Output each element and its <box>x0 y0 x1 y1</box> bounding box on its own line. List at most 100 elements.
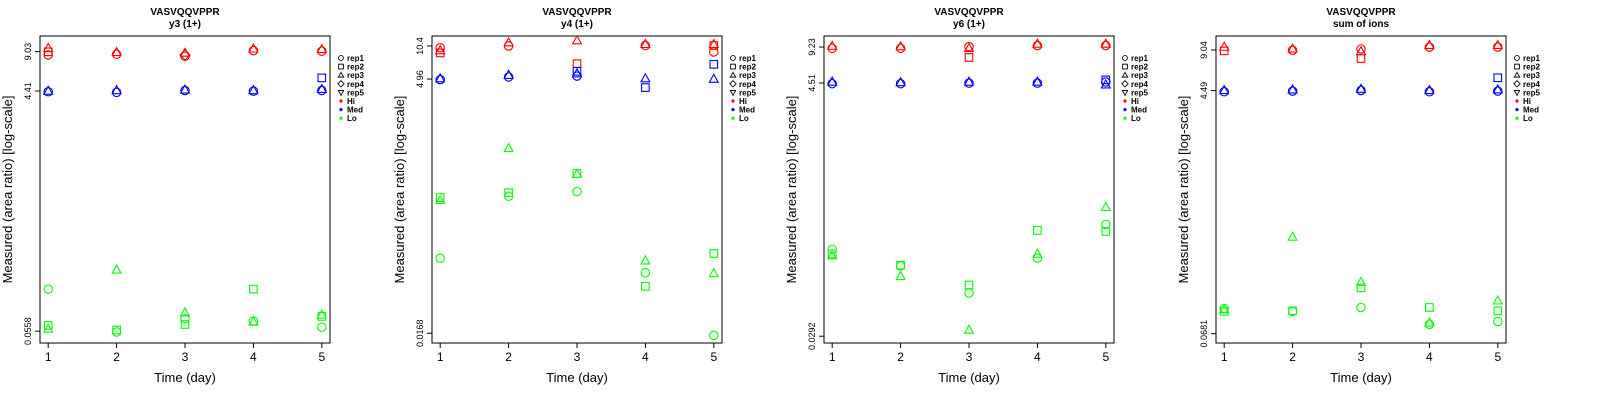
data-point <box>111 87 122 98</box>
data-point <box>1424 42 1435 52</box>
data-point <box>1287 306 1298 317</box>
x-tick-label: 1 <box>437 350 444 364</box>
data-point <box>1101 227 1111 236</box>
data-point <box>317 73 327 83</box>
legend-swatch <box>729 90 737 97</box>
legend-label: Lo <box>1131 114 1141 123</box>
data-point <box>640 38 651 48</box>
data-point <box>708 267 720 278</box>
legend-swatch <box>1123 116 1127 120</box>
data-point <box>248 315 259 326</box>
y-tick-label: 4.51 <box>807 74 817 92</box>
data-point <box>43 50 53 60</box>
legend-swatch <box>337 80 345 88</box>
legend-swatch <box>339 99 343 103</box>
data-point <box>1356 54 1366 63</box>
data-point <box>964 53 974 62</box>
y-tick-label: 0.0558 <box>23 317 33 345</box>
data-point <box>434 72 446 83</box>
data-point <box>1424 87 1435 97</box>
legend-swatch <box>1121 80 1129 88</box>
x-tick-label: 5 <box>1102 350 1109 364</box>
legend-label: rep5 <box>1131 88 1148 97</box>
data-point <box>571 34 583 45</box>
data-point <box>316 308 328 319</box>
data-point <box>248 86 259 96</box>
data-point <box>708 73 720 83</box>
legend-swatch <box>729 71 737 78</box>
chart-title: VASVQQVPPR <box>1326 7 1396 18</box>
x-tick-label: 4 <box>250 350 257 364</box>
data-point <box>1032 76 1043 86</box>
data-point <box>895 78 906 89</box>
data-point <box>1492 294 1504 305</box>
chart-title: VASVQQVPPR <box>542 7 612 18</box>
data-point <box>1493 316 1503 327</box>
data-point <box>503 142 514 153</box>
data-point <box>1100 201 1112 211</box>
legend-label: Med <box>739 106 755 115</box>
data-point <box>641 281 650 291</box>
data-point <box>111 327 122 337</box>
data-point <box>503 41 514 51</box>
data-point <box>111 84 122 95</box>
legend-swatch <box>1122 55 1128 61</box>
data-point <box>827 244 837 254</box>
data-point <box>709 59 719 69</box>
data-point <box>827 78 837 89</box>
legend-label: rep4 <box>739 80 756 89</box>
data-point <box>111 263 122 274</box>
y-tick-label: 10.4 <box>415 37 425 55</box>
legend-label: rep2 <box>1131 63 1148 72</box>
legend-swatch <box>731 99 735 103</box>
x-tick-label: 2 <box>113 350 120 364</box>
data-point <box>179 83 191 94</box>
legend-swatch <box>730 63 736 70</box>
data-point <box>317 46 327 56</box>
data-point <box>1356 85 1366 96</box>
legend-swatch <box>1122 63 1128 70</box>
data-point <box>1100 38 1112 48</box>
data-point <box>1100 78 1112 89</box>
data-point <box>963 42 975 53</box>
data-point <box>42 85 54 95</box>
data-point <box>435 42 445 53</box>
data-point <box>1219 46 1229 56</box>
y-tick-label: 0.0292 <box>807 322 817 350</box>
data-point <box>964 280 974 290</box>
legend-label: rep2 <box>347 63 364 72</box>
data-point <box>640 268 651 278</box>
legend-swatch <box>338 55 344 61</box>
data-point <box>572 66 582 76</box>
data-point <box>1424 39 1435 49</box>
data-point <box>895 270 906 281</box>
y-tick-label: 0.0168 <box>415 319 425 347</box>
data-point <box>895 76 906 87</box>
x-tick-label: 1 <box>1221 350 1228 364</box>
data-point <box>709 47 719 57</box>
data-point <box>317 312 327 321</box>
y-tick-label: 0.0681 <box>1199 320 1209 348</box>
x-tick-label: 2 <box>505 350 512 364</box>
data-point <box>1219 87 1229 97</box>
data-point <box>1033 226 1042 235</box>
legend-swatch <box>1123 108 1127 112</box>
data-point <box>1032 78 1043 88</box>
data-point <box>826 40 838 50</box>
data-point <box>435 74 445 85</box>
legend-swatch <box>1513 90 1521 97</box>
data-point <box>248 45 259 56</box>
data-point <box>1425 303 1434 312</box>
data-point <box>572 71 582 81</box>
x-tick-label: 4 <box>1034 350 1041 364</box>
data-point <box>504 188 513 198</box>
x-tick-label: 2 <box>1289 350 1296 364</box>
data-point <box>895 43 906 54</box>
data-point <box>963 324 975 334</box>
legend-label: rep5 <box>1523 88 1540 97</box>
legend-swatch <box>1515 108 1519 112</box>
data-point <box>572 59 582 68</box>
legend-label: rep3 <box>1131 71 1148 80</box>
legend-swatch <box>1123 99 1127 103</box>
